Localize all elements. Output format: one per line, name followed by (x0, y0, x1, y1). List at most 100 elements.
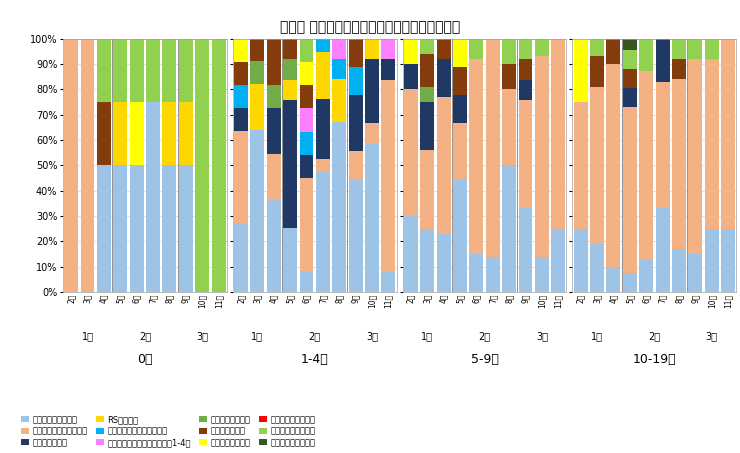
Bar (404, 89, 417, 216)
Bar (300, 62, 314, 85)
Bar (113, 39, 127, 102)
Bar (519, 39, 533, 59)
Bar (212, 39, 226, 292)
Bar (382, 39, 395, 59)
Bar (283, 80, 297, 100)
Legend: 新型コロナウイルス, インフルエンザウイルス, ライノウイルス, RSウイルス, ヒトメタニューモウイルス, パラインフルエンザウイルス1-4型, ヒトボカウイ: 新型コロナウイルス, インフルエンザウイルス, ライノウイルス, RSウイルス,… (19, 414, 317, 449)
Bar (97, 165, 111, 292)
Bar (519, 80, 533, 100)
Bar (656, 82, 670, 208)
Bar (163, 39, 176, 102)
Bar (300, 178, 314, 271)
Bar (623, 69, 636, 88)
Bar (535, 39, 549, 56)
Bar (382, 272, 395, 292)
Bar (519, 207, 533, 292)
Bar (437, 39, 451, 59)
Bar (283, 59, 297, 80)
Bar (266, 200, 280, 292)
Bar (266, 85, 280, 108)
Bar (365, 123, 379, 144)
Bar (672, 249, 686, 292)
Bar (688, 39, 702, 59)
Bar (349, 95, 363, 151)
Bar (64, 39, 78, 292)
Bar (623, 50, 636, 69)
Bar (250, 61, 264, 84)
Bar (283, 100, 297, 228)
Bar (316, 172, 330, 292)
Bar (704, 39, 719, 59)
Bar (146, 39, 160, 102)
Text: 年齢別 病原体検出割合の推移（不検出を除く）: 年齢別 病原体検出割合の推移（不検出を除く） (280, 20, 460, 34)
Bar (535, 257, 549, 292)
Bar (266, 108, 280, 154)
Bar (623, 274, 636, 292)
Bar (179, 165, 193, 292)
Bar (404, 216, 417, 292)
Bar (113, 102, 127, 165)
Bar (485, 257, 500, 292)
Bar (420, 102, 434, 150)
Text: 3月: 3月 (196, 331, 208, 341)
Bar (404, 39, 417, 64)
Bar (266, 154, 280, 200)
Bar (722, 39, 735, 229)
Bar (453, 123, 467, 179)
Bar (574, 39, 588, 102)
Bar (437, 97, 451, 234)
Bar (469, 59, 483, 254)
Bar (502, 89, 516, 165)
Bar (300, 108, 314, 132)
Bar (332, 59, 346, 79)
Bar (519, 100, 533, 207)
Bar (234, 62, 248, 85)
Bar (234, 108, 248, 131)
Text: 3月: 3月 (536, 331, 548, 341)
Bar (672, 39, 686, 59)
Bar (453, 67, 467, 95)
Bar (574, 229, 588, 292)
Bar (639, 260, 653, 292)
Bar (163, 102, 176, 165)
Bar (502, 165, 516, 292)
Bar (535, 56, 549, 257)
Bar (234, 85, 248, 108)
Text: 3月: 3月 (706, 331, 718, 341)
Bar (113, 165, 127, 292)
Bar (672, 79, 686, 249)
Bar (704, 59, 719, 229)
Bar (704, 229, 719, 292)
Bar (250, 130, 264, 292)
Bar (551, 229, 565, 292)
Bar (300, 85, 314, 108)
Bar (485, 39, 500, 257)
Bar (519, 59, 533, 80)
Bar (365, 59, 379, 123)
Bar (722, 229, 735, 292)
Text: 3月: 3月 (366, 331, 378, 341)
Bar (420, 54, 434, 87)
Text: 5-9歳: 5-9歳 (471, 353, 499, 366)
Text: 2月: 2月 (139, 331, 151, 341)
Bar (623, 88, 636, 106)
Bar (283, 228, 297, 292)
Bar (639, 39, 653, 71)
Bar (688, 59, 702, 254)
Bar (469, 254, 483, 292)
Bar (688, 254, 702, 292)
Bar (316, 159, 330, 172)
Bar (349, 179, 363, 292)
Bar (146, 102, 160, 292)
Bar (300, 155, 314, 178)
Bar (234, 39, 248, 62)
Bar (453, 179, 467, 292)
Bar (420, 150, 434, 229)
Bar (300, 132, 314, 155)
Text: 1月: 1月 (81, 331, 93, 341)
Bar (179, 102, 193, 165)
Bar (130, 39, 144, 102)
Text: 2月: 2月 (309, 331, 320, 341)
Bar (332, 39, 346, 59)
Bar (551, 39, 565, 229)
